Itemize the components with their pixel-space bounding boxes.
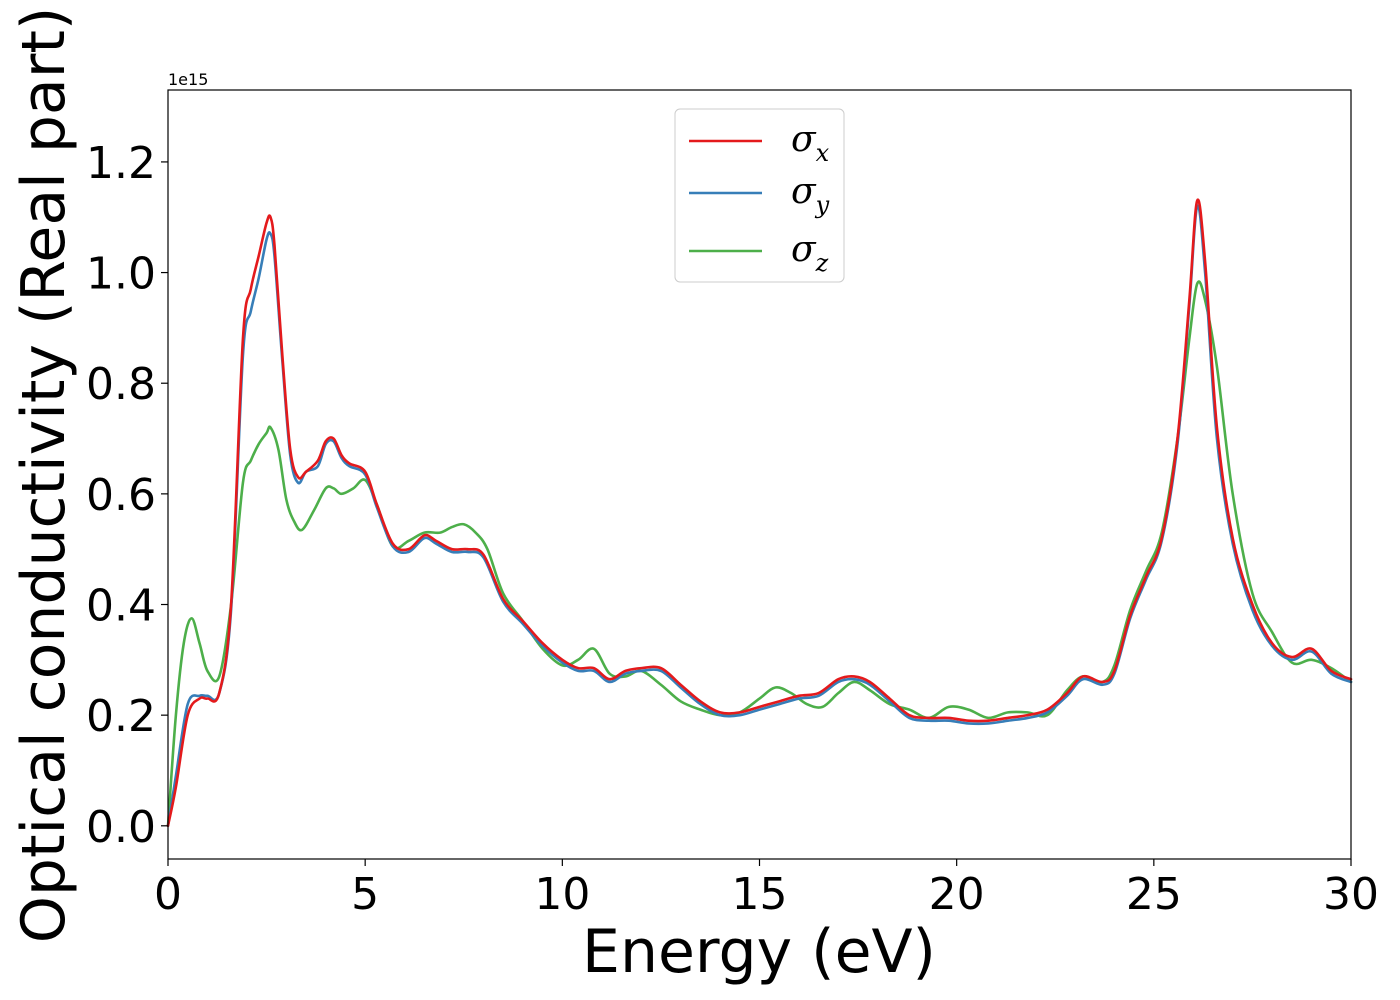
- x-tick-label: 25: [1126, 869, 1182, 920]
- series-layer: [166, 198, 1353, 828]
- x-tick-label: 5: [351, 869, 379, 920]
- y-axis: 0.0 0.2 0.4 0.6 0.8 1.0 1.2: [86, 138, 168, 853]
- y-tick-label: 0.0: [86, 802, 156, 853]
- x-tick-label: 10: [534, 869, 590, 920]
- legend-label-y: σy: [791, 171, 830, 219]
- y-tick-label: 0.6: [86, 470, 156, 521]
- legend-label-z: σz: [791, 229, 829, 277]
- legend-box: [674, 108, 845, 283]
- x-axis-title: Energy (eV): [582, 917, 936, 987]
- y-tick-label: 0.4: [86, 581, 156, 632]
- y-tick-label: 1.2: [86, 138, 156, 189]
- y-tick-label: 0.8: [86, 359, 156, 410]
- x-tick-label: 30: [1323, 869, 1379, 920]
- x-axis: 0 5 10 15 20 25 30: [154, 859, 1379, 920]
- x-tick-label: 20: [929, 869, 985, 920]
- y-offset-label: 1e15: [168, 70, 208, 89]
- y-tick-label: 1.0: [86, 249, 156, 300]
- y-tick-label: 0.2: [86, 691, 156, 742]
- x-tick-label: 15: [732, 869, 788, 920]
- series-line-x: [166, 198, 1353, 828]
- series-line-z: [166, 280, 1353, 828]
- x-tick-label: 0: [154, 869, 182, 920]
- legend-label-x: σx: [791, 119, 830, 167]
- y-axis-title: Optical conductivity (Real part): [9, 7, 79, 944]
